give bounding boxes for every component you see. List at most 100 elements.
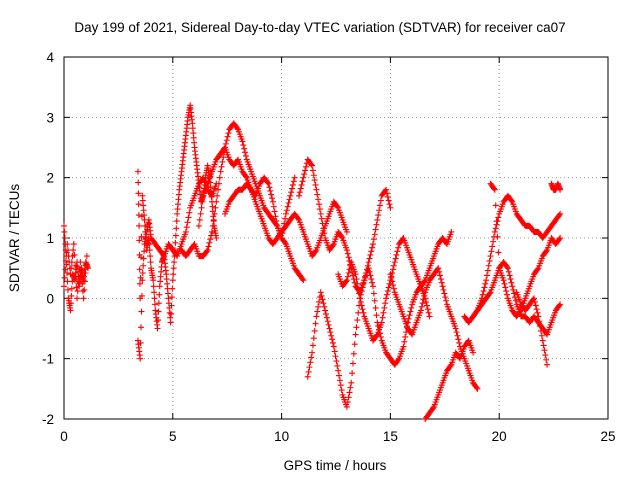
data-point bbox=[67, 271, 74, 278]
data-point bbox=[353, 276, 360, 283]
data-point bbox=[135, 212, 142, 219]
data-point bbox=[501, 280, 508, 287]
data-point bbox=[183, 224, 190, 231]
data-point bbox=[138, 254, 145, 261]
data-point bbox=[355, 309, 362, 316]
data-point bbox=[502, 284, 509, 291]
data-point bbox=[141, 222, 148, 229]
data-point bbox=[74, 288, 81, 295]
data-point bbox=[314, 191, 321, 198]
data-point bbox=[214, 192, 221, 199]
data-point bbox=[323, 314, 330, 321]
data-point bbox=[328, 332, 335, 339]
data-point bbox=[320, 225, 327, 232]
data-point bbox=[365, 259, 372, 266]
data-point bbox=[195, 222, 202, 229]
data-point bbox=[156, 291, 163, 298]
data-point bbox=[319, 220, 326, 227]
data-point bbox=[375, 212, 382, 219]
data-point bbox=[269, 195, 276, 202]
data-point bbox=[357, 298, 364, 305]
data-point bbox=[78, 273, 85, 280]
data-point bbox=[345, 394, 352, 401]
data-point bbox=[135, 179, 142, 186]
data-point bbox=[289, 185, 296, 192]
data-point bbox=[373, 332, 380, 339]
y-tick-label: -1 bbox=[42, 352, 54, 367]
data-point bbox=[354, 280, 361, 287]
data-point bbox=[435, 265, 442, 272]
data-point bbox=[351, 341, 358, 348]
data-point bbox=[332, 353, 339, 360]
data-point bbox=[317, 289, 324, 296]
data-point bbox=[418, 303, 425, 310]
data-point bbox=[370, 236, 377, 243]
data-point bbox=[351, 279, 358, 286]
data-point bbox=[170, 271, 177, 278]
data-point bbox=[506, 272, 513, 279]
series-trace-b bbox=[178, 120, 307, 284]
data-point bbox=[138, 308, 145, 315]
data-point bbox=[438, 279, 445, 286]
data-point bbox=[374, 216, 381, 223]
data-point bbox=[291, 174, 298, 181]
data-point bbox=[67, 300, 74, 307]
data-point bbox=[534, 266, 541, 273]
data-point bbox=[556, 302, 563, 309]
data-point bbox=[151, 301, 158, 308]
data-point bbox=[205, 243, 212, 250]
data-point bbox=[242, 149, 249, 156]
data-point bbox=[382, 300, 389, 307]
data-point bbox=[369, 283, 376, 290]
data-point bbox=[505, 268, 512, 275]
data-point bbox=[440, 286, 447, 293]
data-point bbox=[266, 184, 273, 191]
data-point bbox=[484, 272, 491, 279]
data-point bbox=[557, 301, 564, 308]
data-point bbox=[490, 238, 497, 245]
series-trace-n bbox=[548, 180, 564, 193]
data-point bbox=[329, 339, 336, 346]
data-point bbox=[383, 291, 390, 298]
data-point bbox=[390, 282, 397, 289]
data-point bbox=[395, 244, 402, 251]
data-point bbox=[352, 271, 359, 278]
data-point bbox=[485, 262, 492, 269]
data-point bbox=[390, 285, 397, 292]
data-point bbox=[484, 267, 491, 274]
data-point bbox=[356, 290, 363, 297]
data-point bbox=[273, 218, 280, 225]
data-point bbox=[390, 266, 397, 273]
data-point bbox=[480, 288, 487, 295]
data-point bbox=[287, 192, 294, 199]
data-point bbox=[213, 198, 220, 205]
data-point bbox=[352, 331, 359, 338]
data-point bbox=[344, 399, 351, 406]
data-point bbox=[70, 247, 77, 254]
data-point bbox=[223, 137, 230, 144]
data-point bbox=[360, 280, 367, 287]
data-point bbox=[185, 214, 192, 221]
data-point bbox=[329, 242, 336, 249]
x-tick-label: 15 bbox=[383, 429, 398, 444]
data-point bbox=[136, 222, 143, 229]
data-point bbox=[420, 296, 427, 303]
data-point bbox=[543, 356, 550, 363]
data-point bbox=[140, 262, 147, 269]
data-point bbox=[168, 294, 175, 301]
data-point bbox=[312, 181, 319, 188]
data-point bbox=[198, 204, 205, 211]
data-point bbox=[495, 214, 502, 221]
data-point bbox=[77, 266, 84, 273]
data-point bbox=[385, 197, 392, 204]
data-point bbox=[288, 189, 295, 196]
series-trace-f bbox=[304, 265, 433, 410]
data-point bbox=[369, 244, 376, 251]
data-point bbox=[512, 297, 519, 304]
data-point bbox=[334, 362, 341, 369]
series-trace-a2 bbox=[134, 174, 220, 362]
data-point bbox=[421, 292, 428, 299]
data-point bbox=[304, 373, 311, 380]
data-point bbox=[150, 277, 157, 284]
data-point bbox=[318, 215, 325, 222]
